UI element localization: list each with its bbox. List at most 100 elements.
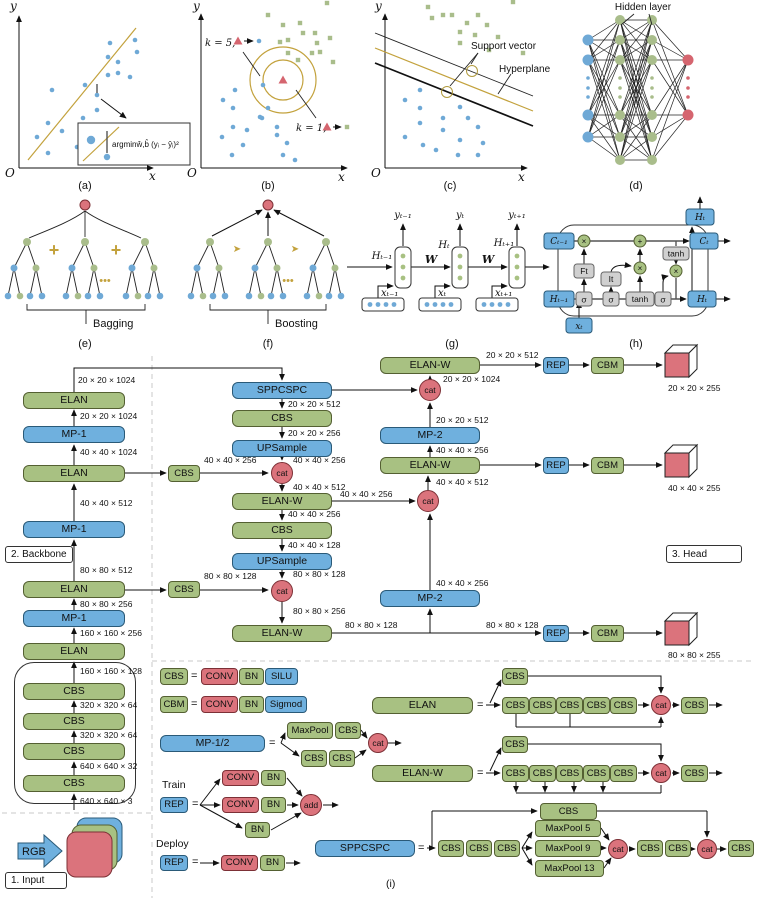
dim: 80 × 80 × 128 (486, 620, 539, 630)
equals: = (477, 767, 484, 779)
neck-cbs-2: CBS (232, 522, 332, 539)
legend-mp12-cbs-2: CBS (329, 750, 355, 767)
c-x-label: x (518, 170, 525, 184)
h-h-prev: Hₜ₋₁ (549, 295, 568, 305)
b-y-label: y (192, 0, 200, 13)
a-inset-dot (103, 153, 111, 161)
b-blue-dots (219, 38, 298, 163)
legend-spp-cbs-2: CBS (466, 840, 492, 857)
f-arrow-3 (273, 209, 325, 237)
legend-sppcspc: SPPCSPC (315, 840, 415, 857)
legend-spp-cat-1: cat (608, 839, 628, 859)
dim: 80 × 80 × 256 (293, 606, 346, 616)
legend-mp12-cat: cat (368, 733, 388, 753)
legend-lines (199, 675, 727, 869)
dim: 80 × 80 × 128 (204, 571, 257, 581)
dim: 20 × 20 × 512 (436, 415, 489, 425)
c-support-vector-1 (466, 65, 478, 77)
equals: = (477, 699, 484, 711)
e-trees (4, 238, 164, 300)
dim: 160 × 160 × 256 (80, 628, 142, 638)
output-cube-40 (663, 443, 699, 479)
g-input-3 (475, 297, 519, 312)
a-regression-line (27, 27, 137, 161)
rgb-label: RGB (22, 846, 46, 858)
caption-i: (i) (386, 878, 396, 890)
neck-elanw-2: ELAN-W (232, 625, 332, 642)
f-trees (187, 238, 345, 300)
concat-neck-40: cat (271, 462, 293, 484)
f-bracket (209, 304, 327, 324)
h-ft-box (573, 263, 595, 279)
stem-cbs-2: CBS (23, 743, 125, 760)
h-mul-o (669, 264, 683, 278)
b-k1-label: k = 1, (296, 123, 326, 134)
b-k5-p ointer (242, 51, 261, 77)
dim: 80 × 80 × 255 (668, 650, 721, 660)
caption-a: (a) (78, 180, 91, 192)
a-formula: argminŵ,b̂ (yᵢ − ŷᵢ)² (112, 140, 179, 149)
g-w-1: W (425, 253, 439, 266)
g-x-next: xₜ₊₁ (495, 288, 512, 299)
legend-rep-bn-3: BN (245, 822, 270, 838)
cbm-20: CBM (591, 357, 624, 374)
legend-elanw: ELAN-W (372, 765, 473, 782)
arch-lines (71, 362, 663, 810)
output-cube-20 (663, 343, 699, 379)
backbone-elan-2: ELAN (23, 581, 125, 598)
b-green-squares (265, 0, 350, 130)
stem-group-outline (14, 662, 136, 804)
panel-d: Hidden layer (d) (582, 2, 694, 192)
c-blue-dots (402, 87, 486, 158)
h-tanh-c-box (625, 291, 655, 307)
e-plus-2: + (111, 240, 122, 260)
g-input-1 (361, 297, 405, 312)
c-support-vector-2 (441, 86, 453, 98)
dim: 40 × 40 × 256 (288, 509, 341, 519)
head-output-cubes (663, 343, 699, 647)
legend-cbm: CBM (160, 696, 188, 713)
legend-cbs: CBS (160, 668, 188, 685)
legend-rep-train: REP (160, 797, 188, 813)
dim: 640 × 640 × 3 (80, 796, 133, 806)
legend-cbs-conv: CONV (201, 668, 238, 685)
h-h-top-box (685, 208, 715, 226)
dim: 40 × 40 × 256 (436, 445, 489, 455)
g-y-prev: yₜ₋₁ (393, 210, 411, 221)
h-cell-outline (557, 224, 709, 317)
dim: 20 × 20 × 512 (486, 350, 539, 360)
h-op-circles (577, 234, 683, 278)
input-image-stack: RGB (17, 817, 123, 878)
h-c-prev: Cₜ₋₁ (550, 237, 567, 247)
h-sigma-i: σ (608, 295, 614, 305)
e-curve-3 (84, 210, 142, 239)
dim: 40 × 40 × 256 (204, 455, 257, 465)
dim: 320 × 320 × 64 (80, 700, 138, 710)
c-margin-lower (374, 62, 534, 127)
c-hp-pointer (497, 73, 512, 95)
h-mul-o-sym: × (674, 267, 679, 276)
rep-80: REP (543, 625, 569, 642)
concat-head-20: cat (419, 379, 441, 401)
legend-train-label: Train (162, 779, 186, 791)
dim: 40 × 40 × 1024 (80, 447, 138, 457)
legend-elan-cbs-r5: CBS (610, 697, 637, 714)
head-mp2-b: MP-2 (380, 590, 480, 607)
backbone-mp1-3: MP-1 (23, 426, 125, 443)
legend-elanw-cbs-r5: CBS (610, 765, 637, 782)
a-origin: O (5, 166, 15, 180)
h-h-right: Hₜ (696, 295, 708, 305)
e-name: Bagging (93, 318, 133, 330)
caption-g: (g) (445, 338, 458, 350)
cbm-80: CBM (591, 625, 624, 642)
h-h-top: Hₜ (694, 213, 706, 223)
caption-b: (b) (261, 180, 274, 192)
nn-nodes (582, 15, 694, 165)
legend-elanw-cbs-out: CBS (681, 765, 708, 782)
g-x-prev: xₜ₋₁ (381, 288, 398, 299)
h-sigma-i-box (602, 291, 620, 307)
a-inset-line (82, 126, 120, 162)
dim: 20 × 20 × 255 (668, 383, 721, 393)
legend-deploy-label: Deploy (156, 838, 189, 850)
h-mul-f-sym: × (582, 237, 587, 246)
